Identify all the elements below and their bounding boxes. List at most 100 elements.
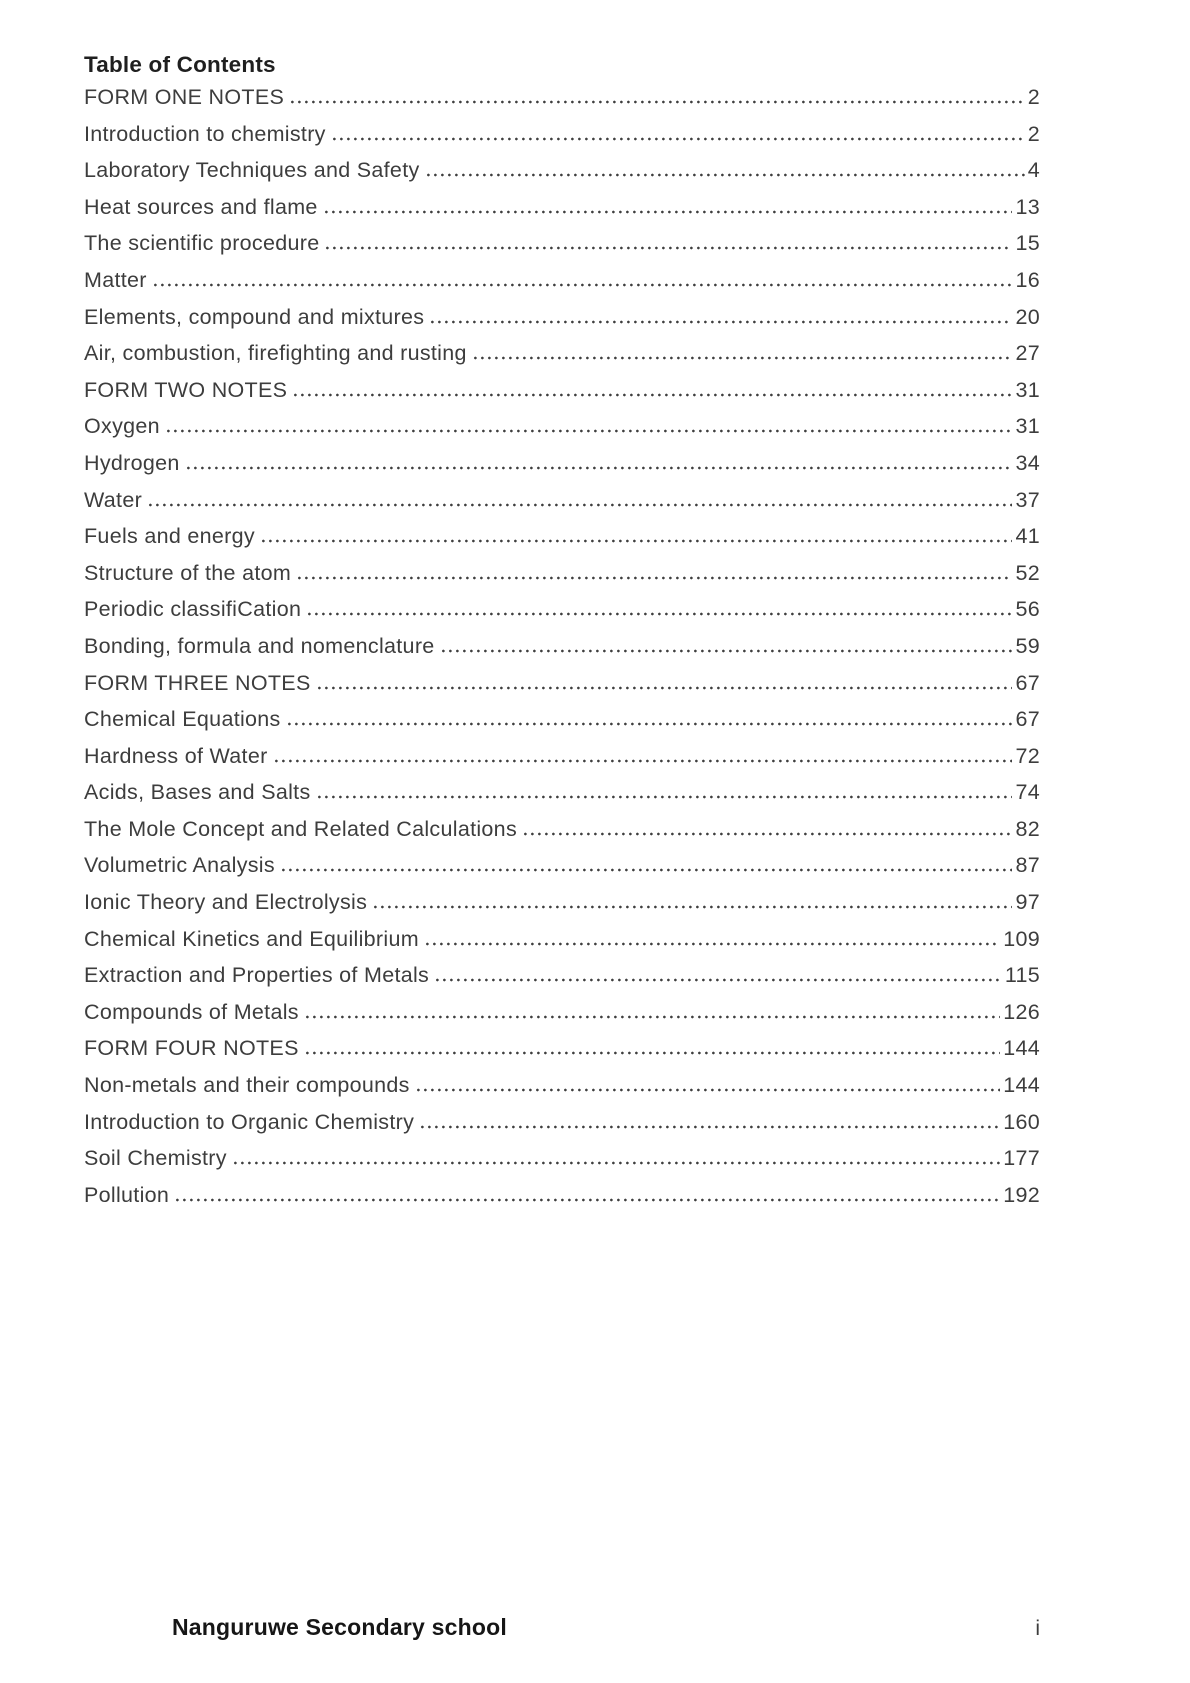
toc-entry[interactable]: Soil Chemistry 177 [84,1146,1040,1183]
toc-entry[interactable]: Introduction to chemistry 2 [84,122,1040,159]
toc-entry-page-number: 20 [1015,304,1040,329]
toc-entry-page-number: 109 [1003,926,1040,951]
toc-entry-page-number: 144 [1003,1036,1040,1061]
dot-leader [524,831,1013,836]
footer-page-number: i [1035,1617,1040,1640]
toc-entry-title: The Mole Concept and Related Calculation… [84,816,517,841]
toc-entry[interactable]: Fuels and energy 41 [84,524,1040,561]
toc-entry[interactable]: Acids, Bases and Salts 74 [84,780,1040,817]
dot-leader [291,100,1025,104]
dot-leader [473,356,1013,361]
toc-entry-page-number: 13 [1015,194,1040,219]
dot-leader [294,392,1013,397]
toc-entry[interactable]: Non-metals and their compounds 144 [84,1073,1040,1110]
toc-entry-title: Chemical Kinetics and Equilibrium [84,926,419,951]
toc-entry[interactable]: Matter 16 [84,268,1040,305]
dot-leader [431,319,1013,324]
toc-entry-title: FORM ONE NOTES [84,85,285,109]
dot-leader [274,758,1013,763]
toc-entry-title: Laboratory Techniques and Safety [84,158,420,183]
dot-leader [317,685,1013,690]
toc-entry-page-number: 126 [1003,999,1040,1024]
dot-leader [326,246,1013,251]
toc-entry-title: Periodic classifiCation [84,597,302,622]
toc-entry-page-number: 144 [1003,1073,1040,1098]
toc-entry[interactable]: The scientific procedure 15 [84,231,1040,268]
toc-entry-page-number: 115 [1004,963,1040,988]
dot-leader [308,612,1013,617]
toc-entry[interactable]: Introduction to Organic Chemistry 160 [84,1110,1040,1147]
toc-entry-title: Ionic Theory and Electrolysis [84,890,368,915]
page-footer: Nanguruwe Secondary school i [84,1614,1040,1641]
toc-entry-page-number: 67 [1015,707,1040,732]
toc-entry[interactable]: Compounds of Metals 126 [84,1000,1040,1037]
toc-entry[interactable]: Hydrogen 34 [84,451,1040,488]
toc-entry[interactable]: Pollution 192 [84,1183,1040,1220]
toc-entry[interactable]: Chemical Kinetics and Equilibrium 109 [84,927,1040,964]
dot-leader [176,1197,1001,1202]
toc-entry[interactable]: Hardness of Water 72 [84,744,1040,781]
dot-leader [426,173,1025,178]
toc-entry[interactable]: Chemical Equations 67 [84,707,1040,744]
toc-entry[interactable]: Elements, compound and mixtures 20 [84,305,1040,342]
toc-entry-title: Introduction to Organic Chemistry [84,1109,415,1134]
toc-entry-page-number: 56 [1015,597,1040,622]
toc-entry-title: Matter [84,267,147,292]
toc-entry-title: FORM FOUR NOTES [84,1036,299,1061]
toc-entry-title: Hydrogen [84,450,180,475]
footer-school-name: Nanguruwe Secondary school [172,1614,507,1640]
toc-entry-title: Volumetric Analysis [84,853,275,878]
dot-leader [298,575,1013,580]
toc-entry-title: Air, combustion, firefighting and rustin… [84,341,467,366]
toc-entry-title: Hardness of Water [84,743,268,768]
dot-leader [416,1088,1001,1093]
toc-entry-page-number: 34 [1015,450,1040,475]
toc-entry[interactable]: Water 37 [84,488,1040,525]
toc-entry-title: Non-metals and their compounds [84,1073,410,1098]
toc-entry[interactable]: FORM FOUR NOTES 144 [84,1036,1040,1073]
toc-entry-page-number: 4 [1027,158,1040,183]
toc-entry[interactable]: Oxygen 31 [84,414,1040,451]
toc-entry-page-number: 87 [1015,853,1040,878]
toc-entry[interactable]: Laboratory Techniques and Safety 4 [84,158,1040,195]
toc-entry[interactable]: Heat sources and flame 13 [84,195,1040,232]
toc-entry-title: Introduction to chemistry [84,121,326,146]
toc-entry-page-number: 27 [1015,341,1040,366]
toc-entry[interactable]: Ionic Theory and Electrolysis 97 [84,890,1040,927]
toc-entry-page-number: 97 [1015,890,1040,915]
dot-leader [153,282,1013,287]
toc-entry-title: Acids, Bases and Salts [84,780,311,805]
toc-entry[interactable]: The Mole Concept and Related Calculation… [84,817,1040,854]
toc-entry-page-number: 41 [1015,524,1040,549]
toc-entry-page-number: 160 [1003,1109,1040,1134]
toc-entry-page-number: 67 [1015,670,1040,695]
toc-entry[interactable]: Air, combustion, firefighting and rustin… [84,341,1040,378]
toc-entry-page-number: 31 [1015,377,1040,402]
toc-entry[interactable]: FORM THREE NOTES 67 [84,671,1040,708]
dot-leader [281,868,1013,873]
toc-entry-page-number: 15 [1015,231,1040,256]
dot-leader [305,1051,1001,1056]
toc-entry-title: Elements, compound and mixtures [84,304,425,329]
page-title: Table of Contents [84,52,276,77]
toc-entry[interactable]: Volumetric Analysis 87 [84,853,1040,890]
dot-leader [305,1014,1001,1019]
toc-entry[interactable]: FORM TWO NOTES 31 [84,378,1040,415]
dot-leader [317,795,1013,800]
toc-entry[interactable]: Periodic classifiCation 56 [84,597,1040,634]
table-of-contents: FORM ONE NOTES 2 Introduction to chemist… [84,85,1040,1219]
toc-entry-title: Oxygen [84,414,160,439]
dot-leader [324,209,1013,214]
toc-entry-page-number: 52 [1015,560,1040,585]
toc-entry[interactable]: Extraction and Properties of Metals 115 [84,963,1040,1000]
toc-entry-page-number: 37 [1015,487,1040,512]
toc-entry-title: Heat sources and flame [84,194,318,219]
toc-entry[interactable]: FORM ONE NOTES 2 [84,85,1040,122]
dot-leader [149,502,1013,507]
dot-leader [261,539,1013,544]
toc-entry-title: FORM TWO NOTES [84,377,288,402]
toc-entry-title: FORM THREE NOTES [84,670,311,695]
toc-entry[interactable]: Bonding, formula and nomenclature 59 [84,634,1040,671]
toc-entry[interactable]: Structure of the atom 52 [84,561,1040,598]
